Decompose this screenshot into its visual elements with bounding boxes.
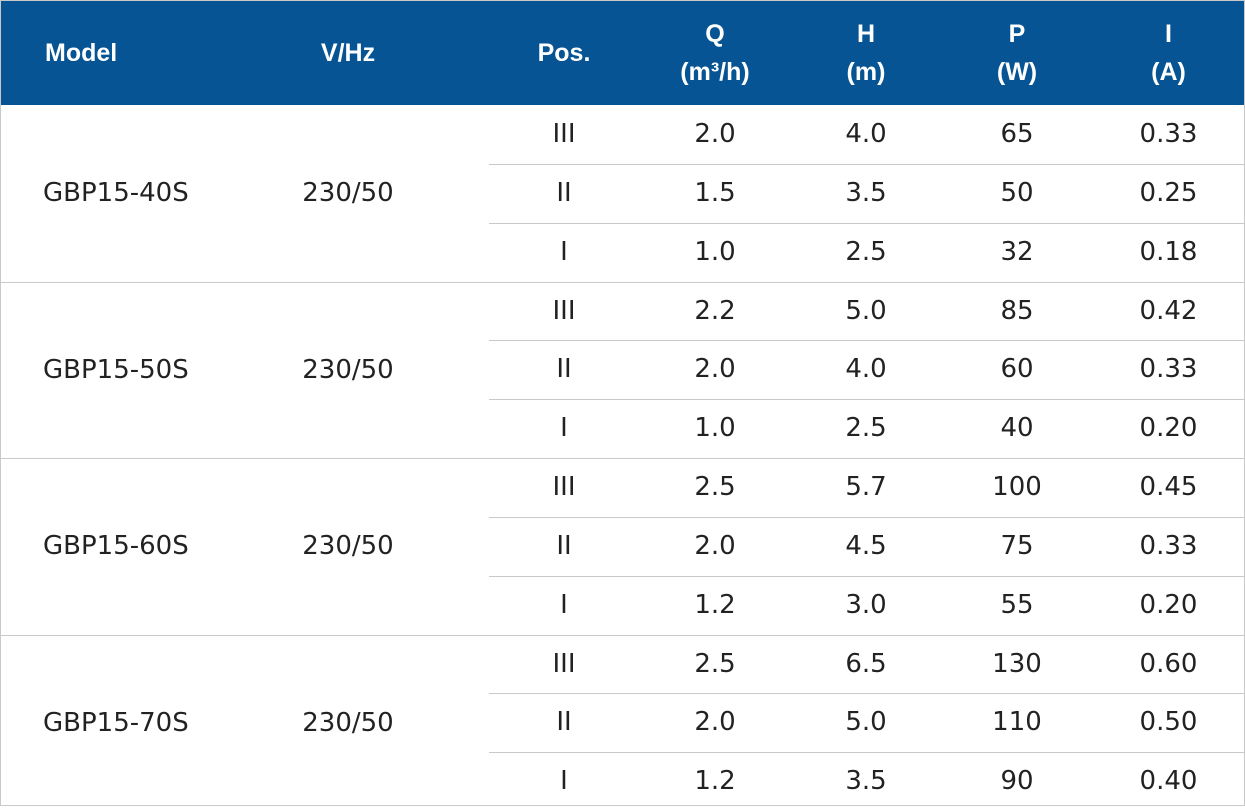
header-i-symbol: I [1165, 20, 1172, 48]
q-cell: 2.5 [694, 649, 736, 679]
row-divider [489, 399, 1244, 400]
i-cell: 0.50 [1139, 707, 1198, 737]
header-h-unit: (m) [846, 58, 886, 86]
header-q: Q (m³/h) [639, 1, 791, 105]
i-cell: 0.20 [1139, 590, 1198, 620]
row-divider [489, 164, 1244, 165]
p-cell: 110 [992, 707, 1042, 737]
p-cell: 75 [1000, 531, 1034, 561]
q-cell: 1.2 [694, 590, 736, 620]
table-header-row: Model V/Hz Pos. Q (m³/h) H (m) P (W) I (… [1, 1, 1244, 105]
i-cell: 0.33 [1139, 531, 1198, 561]
vhz-cell: 230/50 [302, 355, 394, 385]
i-cell: 0.42 [1139, 296, 1198, 326]
p-cell: 65 [1000, 119, 1034, 149]
pos-cell: I [560, 766, 568, 796]
header-i: I (A) [1093, 1, 1244, 105]
q-cell: 2.0 [694, 119, 736, 149]
header-h: H (m) [791, 1, 941, 105]
h-cell: 5.0 [845, 296, 887, 326]
i-cell: 0.25 [1139, 178, 1198, 208]
pos-cell: III [552, 119, 576, 149]
vhz-cell: 230/50 [302, 531, 394, 561]
header-model: Model [45, 1, 185, 105]
row-divider [489, 576, 1244, 577]
h-cell: 3.5 [845, 178, 887, 208]
q-cell: 2.0 [694, 707, 736, 737]
pos-cell: I [560, 413, 568, 443]
header-p: P (W) [941, 1, 1093, 105]
i-cell: 0.45 [1139, 472, 1198, 502]
h-cell: 4.0 [845, 354, 887, 384]
q-cell: 2.5 [694, 472, 736, 502]
header-pos: Pos. [489, 1, 639, 105]
h-cell: 2.5 [845, 413, 887, 443]
i-cell: 0.60 [1139, 649, 1198, 679]
h-cell: 6.5 [845, 649, 887, 679]
p-cell: 90 [1000, 766, 1034, 796]
p-cell: 100 [992, 472, 1042, 502]
header-i-unit: (A) [1151, 58, 1186, 86]
header-vhz-label: V/Hz [320, 39, 376, 67]
group-divider [1, 635, 1244, 636]
pos-cell: II [556, 531, 572, 561]
pos-cell: II [556, 707, 572, 737]
i-cell: 0.40 [1139, 766, 1198, 796]
q-cell: 1.5 [694, 178, 736, 208]
i-cell: 0.33 [1139, 354, 1198, 384]
pos-cell: I [560, 590, 568, 620]
header-vhz: V/Hz [273, 1, 423, 105]
pos-cell: I [560, 237, 568, 267]
row-divider [489, 517, 1244, 518]
header-p-unit: (W) [996, 58, 1038, 86]
header-model-label: Model [45, 39, 118, 67]
h-cell: 5.7 [845, 472, 887, 502]
pos-cell: II [556, 354, 572, 384]
q-cell: 2.0 [694, 354, 736, 384]
model-cell: GBP15-50S [43, 355, 189, 385]
p-cell: 50 [1000, 178, 1034, 208]
h-cell: 4.0 [845, 119, 887, 149]
model-cell: GBP15-60S [43, 531, 189, 561]
p-cell: 130 [992, 649, 1042, 679]
h-cell: 5.0 [845, 707, 887, 737]
i-cell: 0.20 [1139, 413, 1198, 443]
pos-cell: III [552, 296, 576, 326]
q-cell: 1.0 [694, 413, 736, 443]
p-cell: 40 [1000, 413, 1034, 443]
pos-cell: III [552, 472, 576, 502]
p-cell: 85 [1000, 296, 1034, 326]
row-divider [489, 752, 1244, 753]
p-cell: 60 [1000, 354, 1034, 384]
h-cell: 2.5 [845, 237, 887, 267]
q-cell: 2.2 [694, 296, 736, 326]
pos-cell: III [552, 649, 576, 679]
model-cell: GBP15-70S [43, 708, 189, 738]
header-pos-label: Pos. [537, 39, 591, 67]
h-cell: 3.5 [845, 766, 887, 796]
vhz-cell: 230/50 [302, 708, 394, 738]
i-cell: 0.18 [1139, 237, 1198, 267]
row-divider [489, 693, 1244, 694]
group-divider [1, 458, 1244, 459]
model-cell: GBP15-40S [43, 178, 189, 208]
p-cell: 55 [1000, 590, 1034, 620]
q-cell: 1.2 [694, 766, 736, 796]
vhz-cell: 230/50 [302, 178, 394, 208]
i-cell: 0.33 [1139, 119, 1198, 149]
header-q-symbol: Q [705, 20, 725, 48]
pos-cell: II [556, 178, 572, 208]
q-cell: 2.0 [694, 531, 736, 561]
h-cell: 3.0 [845, 590, 887, 620]
row-divider [489, 340, 1244, 341]
row-divider [489, 223, 1244, 224]
header-p-symbol: P [1008, 20, 1026, 48]
h-cell: 4.5 [845, 531, 887, 561]
header-q-unit: (m³/h) [680, 58, 750, 86]
group-divider [1, 282, 1244, 283]
p-cell: 32 [1000, 237, 1034, 267]
header-h-symbol: H [856, 20, 876, 48]
q-cell: 1.0 [694, 237, 736, 267]
